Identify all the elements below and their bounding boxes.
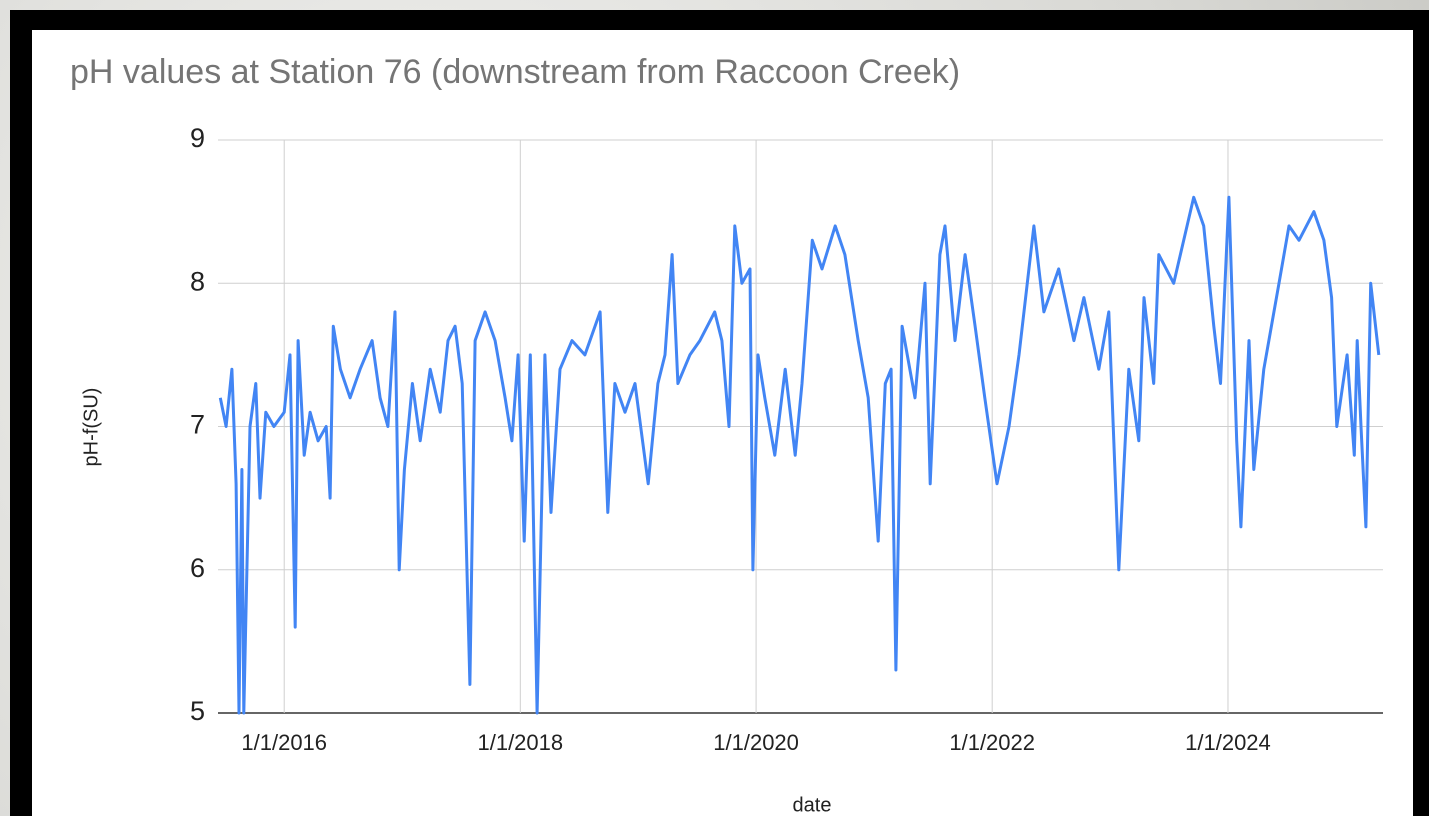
chart-panel (32, 30, 1413, 816)
data-line (218, 195, 1381, 715)
x-tick-label: 1/1/2016 (241, 730, 327, 755)
chart-title: pH values at Station 76 (downstream from… (70, 53, 960, 91)
y-tick-label: 8 (190, 266, 205, 296)
y-tick-label: 5 (190, 696, 205, 726)
x-tick-label: 1/1/2020 (713, 730, 799, 755)
y-tick-label: 9 (190, 123, 205, 153)
x-tick-label: 1/1/2018 (477, 730, 563, 755)
x-tick-label: 1/1/2024 (1185, 730, 1271, 755)
y-tick-label: 6 (190, 553, 205, 583)
y-axis-title: pH-f(SU) (80, 388, 102, 467)
y-tick-label: 7 (190, 410, 205, 440)
x-tick-label: 1/1/2022 (949, 730, 1035, 755)
x-axis-title: date (793, 794, 832, 816)
